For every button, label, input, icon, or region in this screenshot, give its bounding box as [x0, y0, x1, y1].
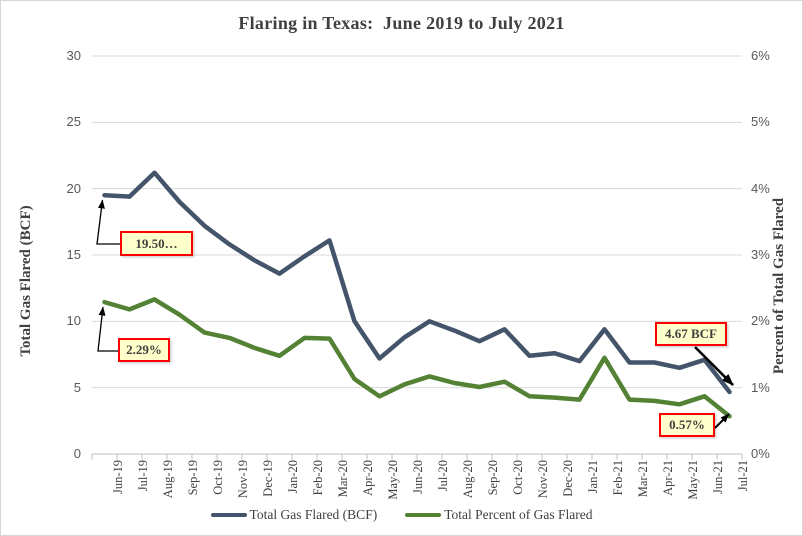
right-axis-tick-label: 2%	[751, 313, 770, 329]
arrow-to-first-pct	[97, 306, 118, 352]
x-tick-label: Sep-19	[186, 460, 200, 496]
right-axis-tick-label: 5%	[751, 114, 770, 130]
legend-item-total-gas-flared: Total Gas Flared (BCF)	[210, 507, 378, 523]
x-tick-label: Nov-19	[236, 460, 250, 499]
right-axis-tick-label: 6%	[751, 48, 770, 63]
x-axis-ticks	[91, 454, 743, 460]
x-tick-label: Feb-20	[311, 460, 325, 496]
right-axis-tick-label: 3%	[751, 247, 770, 262]
series-line-percent	[102, 297, 732, 419]
legend-label-pct: Total Percent of Gas Flared	[444, 507, 593, 522]
legend: Total Gas Flared (BCF) Total Percent of …	[1, 507, 802, 523]
x-tick-label: Oct-19	[211, 460, 225, 495]
legend-swatch-pct-icon	[405, 512, 442, 518]
x-tick-label: Nov-20	[536, 460, 550, 499]
right-axis-tick-label: 4%	[751, 180, 770, 196]
right-axis-tick-label: 0%	[751, 446, 770, 461]
x-tick-label: Jun-20	[411, 460, 425, 495]
left-axis-tick-label: 25	[66, 114, 81, 130]
legend-swatch-bcf-icon	[210, 512, 247, 518]
x-tick-label: Jun-21	[711, 460, 725, 495]
left-axis-tick-label: 30	[66, 48, 81, 63]
legend-item-total-percent: Total Percent of Gas Flared	[405, 507, 592, 523]
chart-title: Flaring in Texas: June 2019 to July 2021	[238, 13, 565, 33]
arrow-to-last-bcf	[694, 346, 734, 386]
x-tick-label: Aug-20	[461, 460, 475, 499]
x-tick-label: May-21	[686, 460, 700, 500]
x-tick-label: Mar-20	[336, 460, 350, 498]
series-lines	[102, 170, 732, 419]
arrow-to-first-bcf	[96, 199, 120, 245]
series-line-bcf	[102, 170, 732, 395]
x-tick-label: May-20	[386, 460, 400, 500]
x-tick-label: Dec-20	[561, 460, 575, 497]
gridlines	[92, 55, 742, 455]
annotation-first-pct: 2.29%	[118, 338, 170, 362]
x-tick-label: Dec-19	[261, 460, 275, 497]
legend-label-bcf: Total Gas Flared (BCF)	[249, 507, 378, 522]
x-tick-label: Feb-21	[611, 460, 625, 496]
annotation-last-bcf: 4.67 BCF	[655, 322, 727, 346]
arrow-to-last-pct	[714, 413, 730, 429]
x-tick-label: Jul-20	[436, 460, 450, 492]
annotation-arrows	[96, 199, 734, 429]
x-tick-label: Aug-19	[161, 460, 175, 499]
x-tick-label: Jan-21	[586, 460, 600, 494]
x-tick-label: Jan-20	[286, 460, 300, 494]
x-tick-label: Jun-19	[111, 460, 125, 495]
left-axis-tick-label: 10	[66, 313, 81, 329]
x-tick-label: Apr-21	[661, 460, 675, 496]
x-tick-label: Sep-20	[486, 460, 500, 496]
left-axis-tick-label: 15	[66, 247, 81, 262]
left-axis-tick-label: 5	[73, 379, 81, 395]
left-axis-tick-label: 0	[73, 446, 81, 461]
x-tick-label: Jul-21	[736, 460, 750, 492]
annotation-first-bcf: 19.50…	[120, 231, 193, 256]
x-tick-label: Apr-20	[361, 460, 375, 496]
right-axis-tick-label: 1%	[751, 379, 770, 395]
annotation-last-pct: 0.57%	[659, 413, 715, 437]
left-axis-tick-label: 20	[66, 180, 81, 196]
x-tick-label: Oct-20	[511, 460, 525, 495]
x-tick-label: Mar-21	[636, 460, 650, 498]
x-tick-label: Jul-19	[136, 460, 150, 492]
